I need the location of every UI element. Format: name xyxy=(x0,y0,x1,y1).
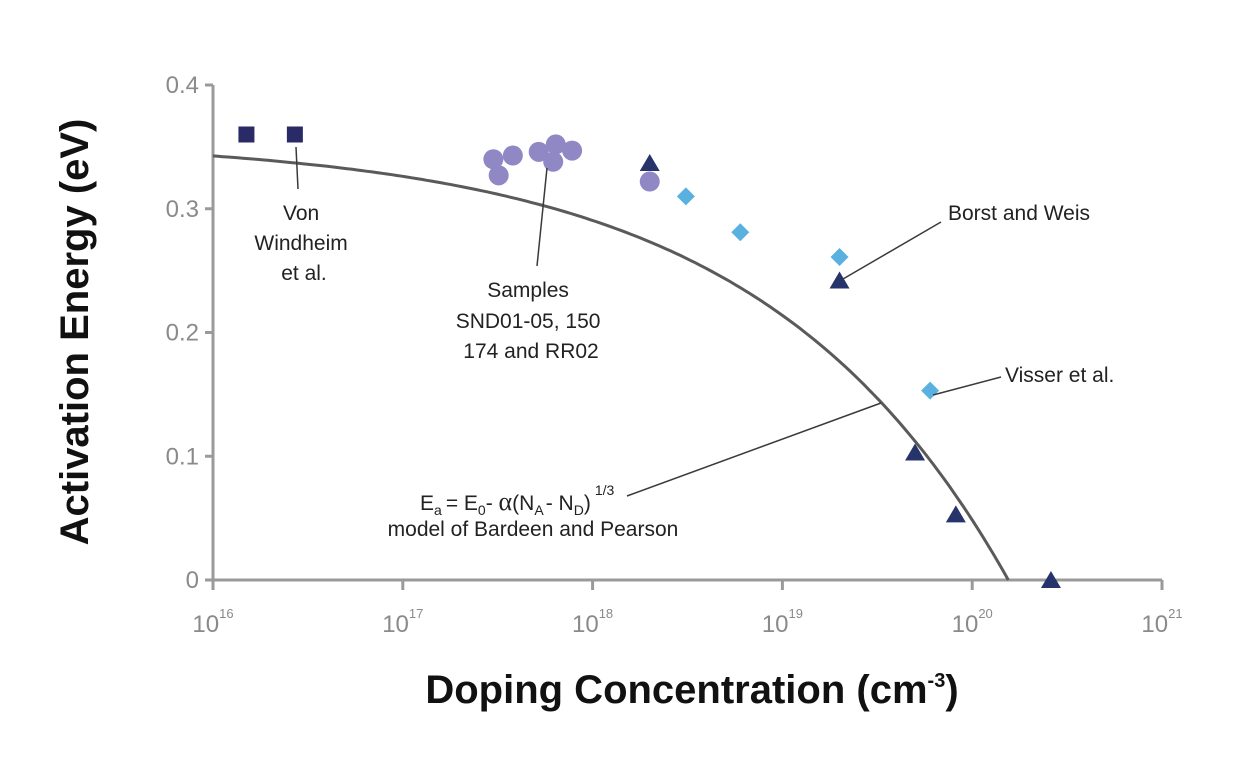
x-tick-label: 1018 xyxy=(572,606,613,638)
circle-marker xyxy=(528,141,549,162)
circle-marker xyxy=(488,165,509,186)
x-axis-title: Doping Concentration (cm-3) xyxy=(425,668,958,712)
model-caption: model of Bardeen and Pearson xyxy=(388,518,679,541)
x-tick-label: 1021 xyxy=(1141,606,1182,638)
triangle-marker xyxy=(945,505,966,523)
diamond-marker xyxy=(676,187,695,206)
circle-marker xyxy=(483,149,504,170)
circle-marker xyxy=(502,145,523,166)
triangle-marker xyxy=(639,153,660,171)
data-points xyxy=(238,126,1061,588)
circle-marker xyxy=(545,134,566,155)
y-tick-label: 0 xyxy=(186,567,199,594)
leader-samples xyxy=(536,167,548,267)
square-marker xyxy=(286,126,303,143)
x-ticks: 1016 1017 1018 1019 1020 1021 xyxy=(192,580,1183,638)
diamond-marker xyxy=(731,223,750,242)
leader-borst xyxy=(842,221,942,280)
circle-marker xyxy=(639,171,660,192)
triangle-marker xyxy=(829,271,850,289)
model-curve xyxy=(212,154,1010,581)
y-tick-label: 0.3 xyxy=(166,196,199,223)
x-tick-label: 1020 xyxy=(952,606,993,638)
model-formula: Ea = E0- α(NA- ND)1/3 xyxy=(420,482,614,518)
leader-lines xyxy=(295,146,1002,497)
leader-von-windheim xyxy=(295,146,299,190)
annotation-von-windheim: Von Windheim et al. xyxy=(254,202,353,285)
y-tick-label: 0.2 xyxy=(166,320,199,347)
circle-marker xyxy=(543,151,564,172)
leader-visser xyxy=(932,376,1002,396)
triangle-marker xyxy=(905,443,926,461)
x-tick-label: 1016 xyxy=(192,606,233,638)
diamond-marker xyxy=(830,248,849,267)
y-axis-title: Activation Energy (eV) xyxy=(53,119,97,546)
square-marker xyxy=(238,126,255,143)
y-ticks: 0 0.1 0.2 0.3 0.4 xyxy=(166,72,213,594)
diamond-marker xyxy=(921,381,940,400)
leader-model xyxy=(626,402,882,497)
x-tick-label: 1017 xyxy=(382,606,423,638)
annotation-visser: Visser et al. xyxy=(1005,364,1114,387)
annotation-samples: Samples SND01-05, 150 174 and RR02 xyxy=(456,279,607,363)
triangle-marker xyxy=(1040,571,1061,588)
x-tick-label: 1019 xyxy=(762,606,803,638)
circle-marker xyxy=(562,140,583,161)
annotation-borst-weis: Borst and Weis xyxy=(948,202,1090,225)
y-tick-label: 0.4 xyxy=(166,72,199,99)
y-tick-label: 0.1 xyxy=(166,443,199,470)
